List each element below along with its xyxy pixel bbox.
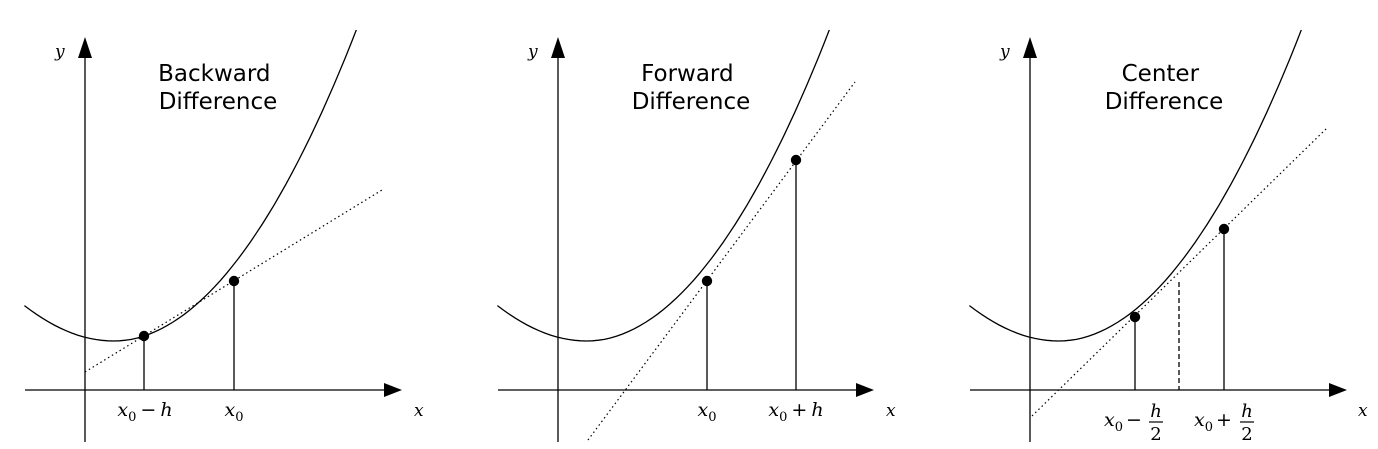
panel-backward: y x Backward Difference x0− h x0 bbox=[24, 30, 424, 442]
x-axis-label: x bbox=[1358, 401, 1368, 421]
tick-label-x0-plus-half-h: x0 + h 2 bbox=[1194, 401, 1254, 445]
x-axis-arrowhead bbox=[384, 383, 402, 397]
y-axis-label: y bbox=[999, 42, 1010, 62]
point-x0 bbox=[701, 275, 713, 287]
y-axis-label: y bbox=[527, 42, 538, 62]
panel-title: Backward Difference bbox=[158, 61, 278, 115]
tick-label-x0-plus-h: x0 + h bbox=[768, 399, 823, 425]
function-curve bbox=[24, 30, 357, 342]
point-x0-minus-h bbox=[138, 330, 150, 342]
tick-label-x0: x0 bbox=[698, 399, 717, 425]
secant-line bbox=[587, 81, 856, 441]
point-x0-plus-h bbox=[790, 154, 802, 166]
panel-title: Center Difference bbox=[1105, 61, 1224, 115]
x-axis-label: x bbox=[414, 401, 424, 421]
y-axis-arrowhead bbox=[78, 37, 92, 58]
fraction-numerator: h bbox=[1241, 401, 1253, 422]
secant-line bbox=[1031, 127, 1328, 417]
svg-text:x0+: x0 + bbox=[1194, 409, 1232, 435]
fraction-denominator: 2 bbox=[1241, 424, 1252, 445]
panel-forward: y x Forward Difference x0 x0 + h bbox=[497, 30, 896, 442]
y-axis-arrowhead bbox=[551, 37, 565, 58]
y-axis-label: y bbox=[54, 42, 65, 62]
y-axis-arrowhead bbox=[1023, 37, 1037, 58]
fraction-denominator: 2 bbox=[1150, 424, 1161, 445]
x-axis-arrowhead bbox=[856, 383, 874, 397]
tick-label-x0-minus-half-h: x0− h 2 bbox=[1104, 401, 1163, 445]
x-axis-label: x bbox=[886, 401, 896, 421]
fraction-numerator: h bbox=[1150, 401, 1162, 422]
tick-label-x0-minus-h: x0− h bbox=[117, 399, 172, 425]
panel-center: y x Center Difference x0− h 2 x0 + bbox=[969, 30, 1368, 445]
point-x0-plus-half-h bbox=[1218, 223, 1230, 235]
function-curve bbox=[969, 30, 1302, 342]
x-axis-arrowhead bbox=[1329, 383, 1347, 397]
function-curve bbox=[497, 30, 830, 342]
panel-title: Forward Difference bbox=[632, 61, 751, 115]
point-x0 bbox=[228, 275, 240, 287]
tick-label-x0: x0 bbox=[225, 399, 244, 425]
point-x0-minus-half-h bbox=[1129, 311, 1141, 323]
svg-text:x0−: x0− bbox=[1104, 409, 1142, 435]
